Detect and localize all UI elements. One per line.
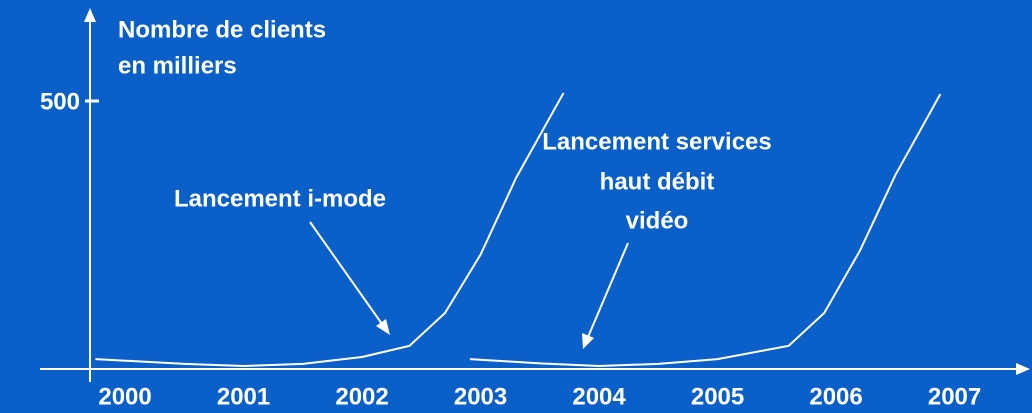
y-axis-label: Nombre de clients — [118, 16, 326, 43]
annotation: vidéo — [626, 207, 689, 234]
x-tick-label: 2003 — [454, 383, 507, 410]
annotation-arrowhead — [376, 319, 390, 335]
annotation-arrowhead — [582, 333, 594, 349]
x-tick-label: 2001 — [217, 383, 270, 410]
annotation: Lancement i-mode — [174, 185, 386, 212]
annotation: haut débit — [600, 168, 715, 195]
annotation-arrow — [309, 221, 383, 325]
annotation: Lancement services — [542, 128, 771, 155]
x-tick-label: 2000 — [98, 383, 151, 410]
y-tick-label: 500 — [40, 88, 80, 115]
x-tick-label: 2006 — [809, 383, 862, 410]
line — [95, 92, 565, 368]
y-axis-label: en milliers — [118, 52, 237, 79]
x-tick-label: 2007 — [928, 383, 981, 410]
line — [469, 93, 942, 368]
x-tick-label: 2004 — [572, 383, 626, 410]
annotation-arrow — [587, 242, 629, 338]
x-tick-label: 2002 — [335, 383, 388, 410]
y-axis-arrow — [84, 8, 96, 22]
x-tick-label: 2005 — [691, 383, 744, 410]
x-axis-arrow — [1016, 363, 1030, 375]
